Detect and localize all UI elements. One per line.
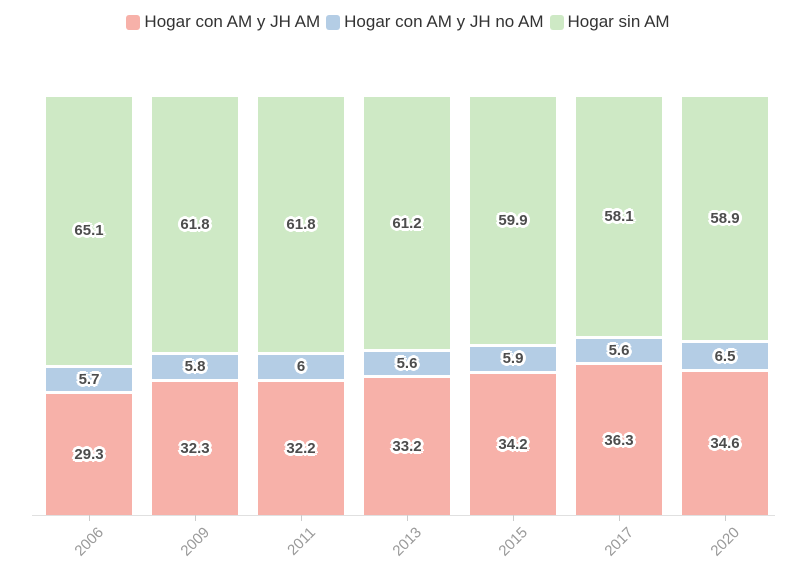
bar-2011: 61.8 6 32.2 bbox=[258, 97, 344, 515]
bar-2013: 61.2 5.6 33.2 bbox=[364, 97, 450, 515]
segment-value-label: 5.9 bbox=[502, 350, 524, 368]
bar-segment[interactable]: 5.7 bbox=[46, 367, 132, 392]
legend-item-1[interactable]: Hogar con AM y JH no AM bbox=[326, 12, 544, 32]
x-axis-label: 2006 bbox=[71, 524, 108, 560]
bar-segment[interactable]: 36.3 bbox=[576, 365, 662, 515]
x-axis-tick bbox=[407, 515, 408, 521]
segment-value-label: 34.2 bbox=[498, 436, 528, 454]
segment-value-label: 58.1 bbox=[604, 208, 634, 226]
bar-segment[interactable]: 5.9 bbox=[470, 346, 556, 372]
bar-2015: 59.9 5.9 34.2 bbox=[470, 97, 556, 515]
bar-segment[interactable]: 58.9 bbox=[682, 97, 768, 340]
legend-swatch-icon bbox=[326, 14, 341, 30]
bar-segment[interactable]: 34.2 bbox=[470, 374, 556, 515]
bar-2009: 61.8 5.8 32.3 bbox=[152, 97, 238, 515]
bar-segment[interactable]: 65.1 bbox=[46, 97, 132, 365]
segment-value-label: 59.9 bbox=[498, 211, 528, 229]
bar-segment[interactable]: 59.9 bbox=[470, 97, 556, 344]
segment-value-label: 33.2 bbox=[392, 438, 422, 456]
x-axis-label: 2011 bbox=[284, 524, 320, 559]
bar-segment[interactable]: 61.2 bbox=[364, 97, 450, 350]
chart-legend: Hogar con AM y JH AM Hogar con AM y JH no… bbox=[0, 12, 796, 32]
bar-segment[interactable]: 32.3 bbox=[152, 381, 238, 515]
segment-value-label: 34.6 bbox=[710, 435, 740, 453]
segment-value-label: 61.8 bbox=[180, 215, 210, 233]
bar-segment[interactable]: 5.8 bbox=[152, 354, 238, 379]
x-axis-label: 2015 bbox=[495, 524, 532, 560]
segment-value-label: 65.1 bbox=[74, 222, 104, 240]
x-axis-tick bbox=[301, 515, 302, 521]
segment-value-label: 5.6 bbox=[396, 355, 418, 373]
segment-value-label: 61.8 bbox=[286, 215, 316, 233]
bar-segment[interactable]: 29.3 bbox=[46, 394, 132, 515]
x-axis-tick bbox=[195, 515, 196, 521]
bar-2017: 58.1 5.6 36.3 bbox=[576, 97, 662, 515]
segment-value-label: 5.7 bbox=[78, 371, 100, 389]
bar-segment[interactable]: 5.6 bbox=[364, 352, 450, 376]
legend-item-label: Hogar sin AM bbox=[567, 12, 670, 31]
x-axis-label: 2009 bbox=[177, 524, 214, 560]
bar-segment[interactable]: 33.2 bbox=[364, 378, 450, 515]
bar-segment[interactable]: 58.1 bbox=[576, 97, 662, 337]
x-axis-label: 2020 bbox=[707, 524, 744, 560]
legend-swatch-icon bbox=[549, 14, 564, 30]
bar-segment[interactable]: 5.6 bbox=[576, 339, 662, 363]
bar-2006: 65.1 5.7 29.3 bbox=[46, 97, 132, 515]
x-axis-tick bbox=[725, 515, 726, 521]
segment-value-label: 6.5 bbox=[714, 347, 736, 365]
legend-swatch-icon bbox=[126, 14, 141, 30]
legend-item-2[interactable]: Hogar sin AM bbox=[549, 12, 670, 32]
segment-value-label: 32.3 bbox=[180, 439, 210, 457]
bar-segment[interactable]: 34.6 bbox=[682, 372, 768, 515]
segment-value-label: 5.6 bbox=[608, 342, 630, 360]
x-axis-label: 2017 bbox=[601, 524, 638, 560]
bar-segment[interactable]: 32.2 bbox=[258, 382, 344, 515]
bar-segment[interactable]: 61.8 bbox=[258, 97, 344, 352]
segment-value-label: 58.9 bbox=[710, 209, 740, 227]
segment-value-label: 61.2 bbox=[392, 214, 422, 232]
legend-item-label: Hogar con AM y JH AM bbox=[144, 12, 321, 31]
segment-value-label: 36.3 bbox=[604, 431, 634, 449]
bar-2020: 58.9 6.5 34.6 bbox=[682, 97, 768, 515]
x-axis-tick bbox=[89, 515, 90, 521]
segment-value-label: 6 bbox=[296, 358, 306, 376]
legend-item-label: Hogar con AM y JH no AM bbox=[344, 12, 544, 31]
x-axis-tick bbox=[619, 515, 620, 521]
x-axis-line bbox=[32, 515, 775, 516]
bar-segment[interactable]: 6.5 bbox=[682, 342, 768, 370]
bar-segment[interactable]: 61.8 bbox=[152, 97, 238, 352]
bar-segment[interactable]: 6 bbox=[258, 354, 344, 380]
x-axis-tick bbox=[513, 515, 514, 521]
legend-item-0[interactable]: Hogar con AM y JH AM bbox=[126, 12, 320, 32]
segment-value-label: 29.3 bbox=[74, 446, 104, 464]
x-axis-label: 2013 bbox=[389, 524, 426, 560]
segment-value-label: 5.8 bbox=[184, 358, 206, 376]
segment-value-label: 32.2 bbox=[286, 440, 316, 458]
